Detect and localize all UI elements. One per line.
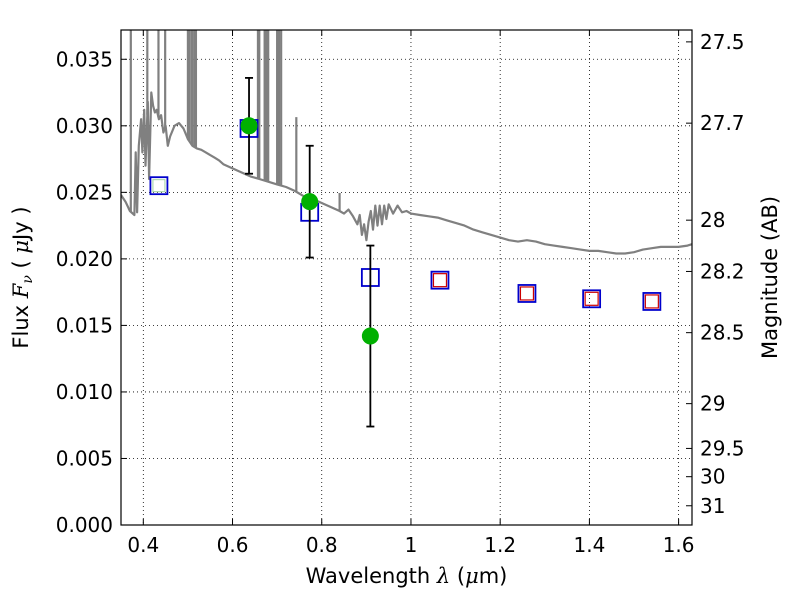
y-tick-label: 0.000 xyxy=(56,513,113,537)
y-tick-label: 0.015 xyxy=(56,313,113,337)
x-tick-label: 0.6 xyxy=(217,533,249,557)
y2-tick-label: 31 xyxy=(700,494,725,518)
y2-tick-label: 28.5 xyxy=(700,321,745,345)
x-tick-label: 1 xyxy=(405,533,418,557)
model-photometry-marker xyxy=(582,289,602,309)
y2-tick-label: 27.5 xyxy=(700,30,745,54)
y-tick-label: 0.025 xyxy=(56,180,113,204)
y-tick-label: 0.005 xyxy=(56,446,113,470)
x-tick-label: 0.4 xyxy=(127,533,159,557)
y-tick-label: 0.010 xyxy=(56,380,113,404)
observed-point xyxy=(240,117,258,135)
y2-axis-label: Magnitude (AB) xyxy=(758,196,782,359)
x-tick-label: 1.2 xyxy=(484,533,516,557)
grid xyxy=(121,30,692,526)
y2-tick-label: 27.7 xyxy=(700,111,745,135)
y2-tick-label: 28 xyxy=(700,208,725,232)
model-photometry-marker xyxy=(430,270,450,290)
y-tick-label: 0.020 xyxy=(56,247,113,271)
photometry-layer xyxy=(149,77,662,428)
x-tick-label: 1.6 xyxy=(663,533,695,557)
y2-tick-label: 29 xyxy=(700,392,725,416)
model-photometry-marker xyxy=(642,292,662,311)
y-axis-label: Flux Fν ( μJy ) xyxy=(9,206,36,348)
upper-limit-marker xyxy=(432,273,448,288)
model-spectrum-layer xyxy=(121,30,692,255)
spectrum-line xyxy=(121,91,692,255)
x-tick-label: 0.8 xyxy=(306,533,338,557)
axis-ticks: 0.4 0.6 0.8 1 1.2 1.4 1.6 0.000 0.005 0.010 0.015 0… xyxy=(56,30,745,557)
model-photometry-marker xyxy=(517,284,537,303)
x-tick-label: 1.4 xyxy=(573,533,605,557)
upper-limit-marker xyxy=(644,294,659,309)
upper-limit-marker xyxy=(584,291,599,306)
y2-tick-label: 28.2 xyxy=(700,259,745,283)
model-photometry-marker xyxy=(149,176,169,196)
upper-limit-marker xyxy=(519,286,535,301)
x-axis-label: Wavelength λ (μm) xyxy=(306,564,508,588)
observed-point xyxy=(361,327,379,345)
model-photometry-inner-marker xyxy=(152,179,166,193)
y-tick-label: 0.030 xyxy=(56,114,113,138)
plot-frame xyxy=(120,29,693,526)
y2-tick-label: 29.5 xyxy=(700,436,745,460)
y2-tick-label: 30 xyxy=(700,465,725,489)
y-tick-label: 0.035 xyxy=(56,47,113,71)
observed-point xyxy=(301,193,319,211)
